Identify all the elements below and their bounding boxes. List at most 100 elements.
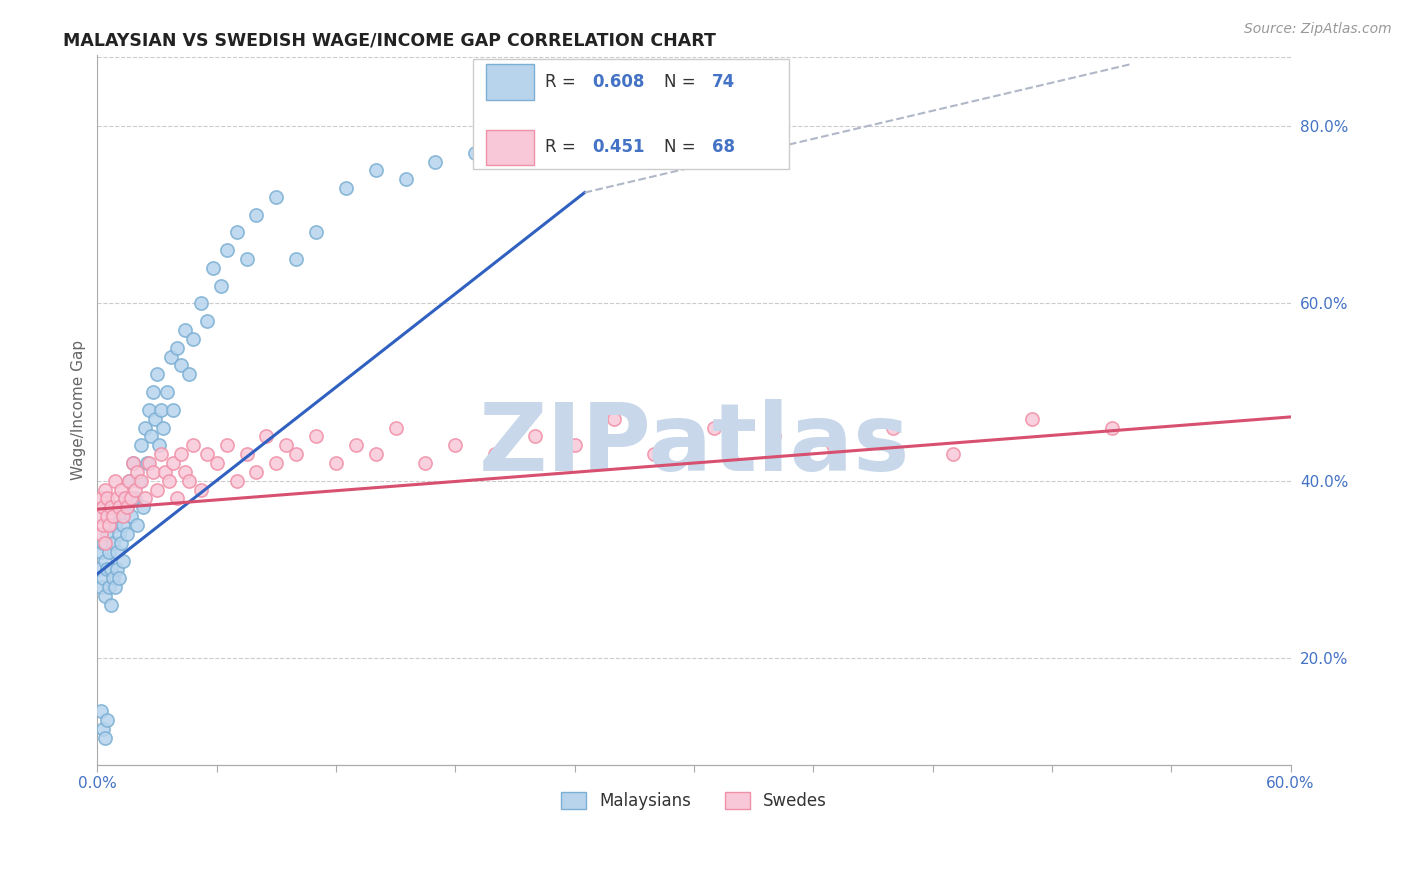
Point	[105, 562, 128, 576]
FancyBboxPatch shape	[474, 59, 789, 169]
FancyBboxPatch shape	[486, 64, 534, 100]
Point	[94, 731, 117, 745]
Point	[124, 483, 146, 497]
Point	[160, 350, 183, 364]
Point	[285, 447, 308, 461]
Point	[90, 704, 112, 718]
Point	[112, 518, 135, 533]
Point	[564, 438, 586, 452]
Point	[115, 527, 138, 541]
Point	[91, 518, 114, 533]
Text: 74: 74	[711, 73, 735, 91]
Point	[162, 456, 184, 470]
Point	[215, 244, 238, 258]
Point	[146, 483, 169, 497]
Point	[205, 456, 228, 470]
Text: 0.451: 0.451	[592, 138, 645, 156]
Point	[96, 562, 118, 576]
Point	[136, 456, 159, 470]
Point	[305, 226, 328, 240]
Point	[104, 580, 127, 594]
Point	[444, 438, 467, 452]
Point	[127, 518, 149, 533]
Point	[134, 491, 156, 506]
Point	[94, 553, 117, 567]
Point	[523, 429, 546, 443]
Point	[127, 465, 149, 479]
Y-axis label: Wage/Income Gap: Wage/Income Gap	[72, 340, 86, 480]
Point	[173, 465, 195, 479]
Point	[703, 420, 725, 434]
Point	[276, 438, 298, 452]
Text: N =: N =	[664, 73, 696, 91]
Point	[941, 447, 963, 461]
Point	[335, 181, 357, 195]
Point	[100, 598, 122, 612]
Point	[325, 456, 347, 470]
Point	[190, 483, 212, 497]
Point	[235, 252, 257, 266]
Point	[138, 402, 160, 417]
Point	[108, 500, 131, 515]
Text: ZIPatlas: ZIPatlas	[478, 400, 910, 491]
Point	[104, 518, 127, 533]
Point	[94, 536, 117, 550]
Point	[94, 483, 117, 497]
Point	[235, 447, 257, 461]
Point	[150, 447, 173, 461]
Point	[415, 456, 437, 470]
Point	[100, 500, 122, 515]
Point	[762, 429, 785, 443]
Point	[170, 359, 193, 373]
Point	[225, 226, 247, 240]
Point	[177, 368, 200, 382]
Point	[285, 252, 308, 266]
Point	[143, 411, 166, 425]
Point	[103, 536, 125, 550]
Point	[1021, 411, 1043, 425]
Text: 68: 68	[711, 138, 735, 156]
Text: R =: R =	[544, 73, 575, 91]
Text: R =: R =	[544, 138, 575, 156]
Point	[103, 571, 125, 585]
Point	[94, 589, 117, 603]
Point	[115, 500, 138, 515]
Point	[91, 571, 114, 585]
Point	[90, 527, 112, 541]
Point	[166, 491, 188, 506]
Point	[105, 544, 128, 558]
Point	[266, 456, 288, 470]
Point	[120, 509, 142, 524]
Point	[100, 562, 122, 576]
Point	[91, 500, 114, 515]
Point	[103, 509, 125, 524]
Point	[484, 447, 506, 461]
Point	[146, 368, 169, 382]
Point	[142, 465, 165, 479]
Point	[162, 402, 184, 417]
Point	[115, 500, 138, 515]
Point	[90, 491, 112, 506]
Legend: Malaysians, Swedes: Malaysians, Swedes	[554, 785, 834, 816]
Point	[305, 429, 328, 443]
Point	[104, 474, 127, 488]
Point	[148, 438, 170, 452]
Point	[122, 456, 145, 470]
FancyBboxPatch shape	[486, 129, 534, 165]
Point	[114, 491, 136, 506]
Point	[128, 474, 150, 488]
Point	[150, 402, 173, 417]
Point	[118, 474, 141, 488]
Point	[464, 145, 486, 160]
Point	[152, 420, 174, 434]
Point	[364, 163, 387, 178]
Point	[153, 465, 176, 479]
Point	[96, 713, 118, 727]
Point	[89, 562, 111, 576]
Text: 0.608: 0.608	[592, 73, 645, 91]
Point	[112, 553, 135, 567]
Point	[89, 509, 111, 524]
Point	[157, 474, 180, 488]
Point	[173, 323, 195, 337]
Text: MALAYSIAN VS SWEDISH WAGE/INCOME GAP CORRELATION CHART: MALAYSIAN VS SWEDISH WAGE/INCOME GAP COR…	[63, 31, 716, 49]
